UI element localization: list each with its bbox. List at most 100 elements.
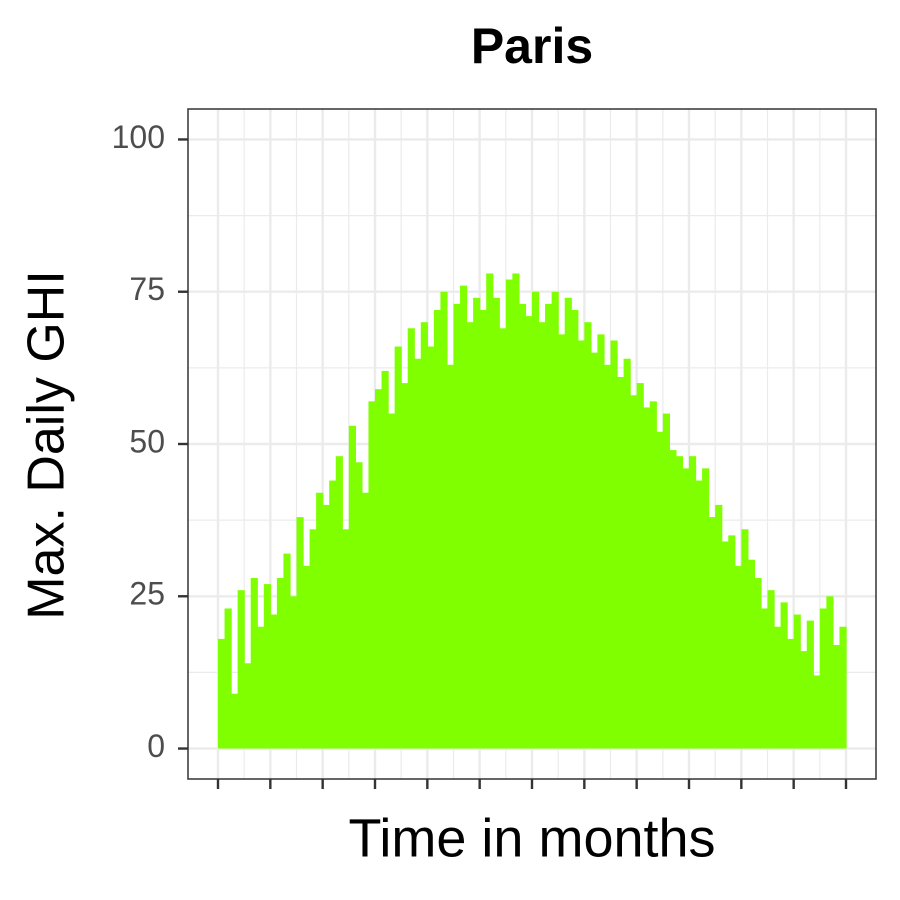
bar — [453, 303, 461, 749]
bar — [571, 310, 579, 749]
bar — [806, 620, 814, 749]
bar — [832, 645, 841, 749]
bar — [734, 565, 742, 749]
bar — [499, 328, 507, 749]
x-axis-label: Time in months — [348, 808, 715, 868]
bar — [656, 431, 664, 749]
bar — [368, 401, 376, 749]
bar — [774, 626, 782, 749]
bar — [473, 297, 481, 749]
bar — [433, 310, 442, 749]
bar — [590, 352, 599, 749]
y-tick-label: 100 — [112, 119, 165, 155]
bar — [813, 675, 821, 749]
bar — [342, 529, 350, 749]
bar — [388, 413, 396, 749]
bar — [414, 358, 422, 749]
bar — [564, 297, 572, 749]
bar — [446, 364, 455, 749]
bar — [760, 608, 769, 749]
bar — [793, 614, 801, 749]
y-tick-label: 25 — [129, 576, 165, 612]
bar — [518, 303, 527, 749]
bar — [355, 462, 363, 749]
bar — [538, 322, 546, 749]
bar — [826, 596, 834, 749]
bar — [715, 504, 723, 749]
bar — [819, 608, 827, 749]
bar — [420, 322, 428, 749]
bar — [348, 425, 356, 749]
bar — [721, 541, 729, 749]
bar — [218, 638, 226, 749]
bar — [728, 535, 736, 749]
bar — [329, 480, 337, 749]
bar — [263, 584, 271, 749]
bar — [662, 413, 670, 749]
bar — [669, 450, 677, 749]
bar — [649, 401, 657, 749]
bar — [283, 553, 291, 749]
bar — [303, 565, 311, 749]
bar — [335, 456, 343, 749]
bar — [623, 358, 631, 749]
bar — [276, 578, 285, 749]
bar — [466, 322, 474, 749]
bar — [702, 468, 710, 749]
bar — [257, 626, 265, 749]
bar — [695, 480, 703, 749]
bar — [381, 370, 389, 749]
bar — [551, 291, 559, 749]
bar — [440, 291, 448, 749]
bar — [741, 529, 749, 749]
bar — [289, 596, 298, 749]
bar — [270, 614, 278, 749]
bar — [787, 638, 795, 749]
bar — [237, 590, 245, 749]
y-tick-label: 75 — [129, 271, 165, 307]
bar — [316, 492, 324, 749]
y-tick-label: 50 — [129, 423, 165, 459]
bar — [767, 590, 775, 749]
bar — [617, 377, 625, 749]
bar — [682, 468, 690, 749]
bar — [577, 340, 585, 749]
bar — [780, 602, 788, 749]
bar — [375, 389, 383, 749]
bar — [525, 316, 533, 749]
bar — [636, 383, 644, 749]
bar — [708, 517, 716, 749]
y-axis-label: Max. Daily GHI — [18, 270, 76, 620]
bar — [309, 529, 317, 749]
bar — [250, 578, 258, 749]
bar — [584, 322, 592, 749]
bar — [244, 663, 252, 749]
bar — [689, 456, 697, 749]
bar — [322, 504, 330, 749]
y-tick-label: 0 — [147, 728, 165, 764]
bar — [401, 383, 409, 749]
bar — [427, 346, 435, 749]
bar — [361, 492, 370, 749]
bar — [479, 310, 487, 749]
bar — [675, 456, 684, 749]
bar — [597, 334, 605, 749]
bar — [505, 279, 513, 749]
bar — [532, 291, 540, 749]
bar — [610, 340, 618, 749]
bar — [296, 517, 304, 749]
bar — [512, 273, 520, 749]
bar — [754, 578, 762, 749]
bar — [394, 346, 402, 749]
bar — [800, 651, 808, 749]
bar — [224, 608, 232, 749]
bar — [603, 364, 612, 749]
bar — [460, 285, 468, 749]
bar — [747, 559, 756, 749]
bar — [545, 303, 553, 749]
bar — [839, 626, 847, 749]
bar — [630, 395, 638, 749]
bar — [643, 407, 651, 749]
bar — [558, 334, 566, 749]
